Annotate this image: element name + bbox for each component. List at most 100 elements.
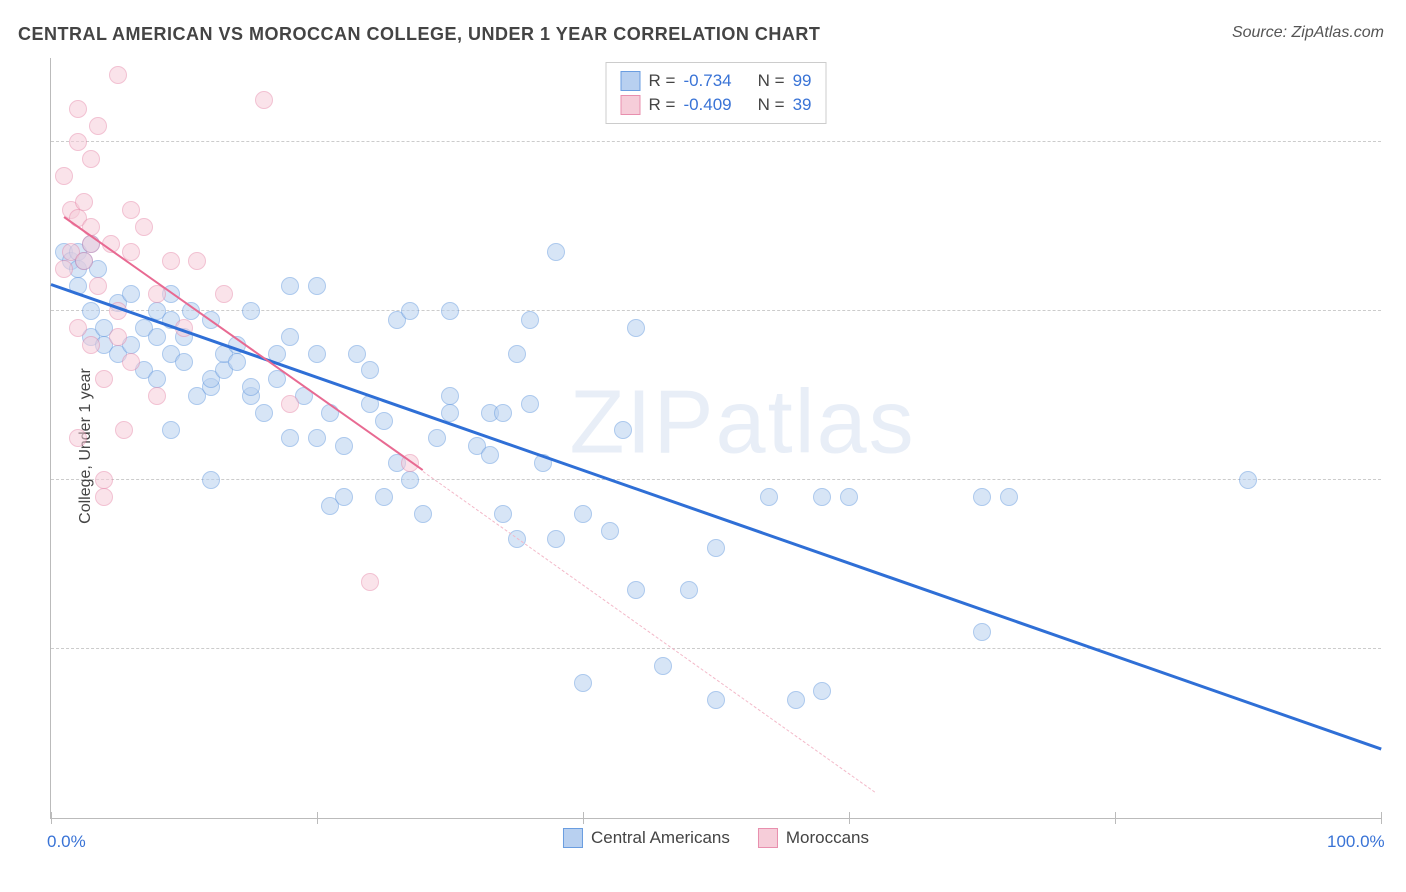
data-point xyxy=(654,657,672,675)
data-point xyxy=(55,167,73,185)
legend-n-label: N = xyxy=(758,71,785,91)
series-legend-label: Central Americans xyxy=(591,828,730,848)
data-point xyxy=(75,252,93,270)
data-point xyxy=(82,150,100,168)
data-point xyxy=(441,387,459,405)
data-point xyxy=(89,117,107,135)
data-point xyxy=(109,66,127,84)
data-point xyxy=(401,471,419,489)
data-point xyxy=(308,277,326,295)
data-point xyxy=(242,378,260,396)
data-point xyxy=(148,387,166,405)
data-point xyxy=(481,446,499,464)
data-point xyxy=(494,505,512,523)
data-point xyxy=(547,243,565,261)
data-point xyxy=(787,691,805,709)
data-point xyxy=(428,429,446,447)
data-point xyxy=(840,488,858,506)
legend-r-label: R = xyxy=(649,95,676,115)
data-point xyxy=(1239,471,1257,489)
x-tick xyxy=(583,812,584,824)
data-point xyxy=(414,505,432,523)
legend-r-value: -0.734 xyxy=(683,71,731,91)
data-point xyxy=(375,412,393,430)
data-point xyxy=(95,488,113,506)
legend-r-label: R = xyxy=(649,71,676,91)
data-point xyxy=(202,471,220,489)
data-point xyxy=(375,488,393,506)
data-point xyxy=(401,302,419,320)
legend-row: R = -0.734 N = 99 xyxy=(621,69,812,93)
legend-row: R =-0.409N =39 xyxy=(621,93,812,117)
data-point xyxy=(707,539,725,557)
data-point xyxy=(255,404,273,422)
legend-swatch xyxy=(758,828,778,848)
data-point xyxy=(122,201,140,219)
data-point xyxy=(308,429,326,447)
data-point xyxy=(361,361,379,379)
data-point xyxy=(95,471,113,489)
data-point xyxy=(135,218,153,236)
data-point xyxy=(760,488,778,506)
data-point xyxy=(75,193,93,211)
data-point xyxy=(69,319,87,337)
chart-title: CENTRAL AMERICAN VS MOROCCAN COLLEGE, UN… xyxy=(18,24,820,45)
data-point xyxy=(547,530,565,548)
legend-swatch xyxy=(621,71,641,91)
data-point xyxy=(188,252,206,270)
data-point xyxy=(281,328,299,346)
data-point xyxy=(122,285,140,303)
data-point xyxy=(69,429,87,447)
data-point xyxy=(281,429,299,447)
gridline-h xyxy=(51,648,1381,649)
data-point xyxy=(228,353,246,371)
data-point xyxy=(148,370,166,388)
data-point xyxy=(215,285,233,303)
data-point xyxy=(255,91,273,109)
data-point xyxy=(242,302,260,320)
legend-n-label: N = xyxy=(758,95,785,115)
data-point xyxy=(82,336,100,354)
data-point xyxy=(361,573,379,591)
data-point xyxy=(614,421,632,439)
data-point xyxy=(69,133,87,151)
correlation-legend: R =-0.734N =99R =-0.409N =39 xyxy=(606,62,827,124)
data-point xyxy=(813,682,831,700)
data-point xyxy=(574,674,592,692)
trend-line xyxy=(423,471,876,793)
data-point xyxy=(281,277,299,295)
gridline-h xyxy=(51,479,1381,480)
gridline-h xyxy=(51,141,1381,142)
data-point xyxy=(494,404,512,422)
legend-r-value: -0.409 xyxy=(683,95,731,115)
data-point xyxy=(441,302,459,320)
data-point xyxy=(508,345,526,363)
data-point xyxy=(335,488,353,506)
data-point xyxy=(308,345,326,363)
series-legend: Central Americans Moroccans xyxy=(563,828,869,848)
series-legend-item: Moroccans xyxy=(758,828,869,848)
data-point xyxy=(89,277,107,295)
data-point xyxy=(69,100,87,118)
x-tick xyxy=(317,812,318,824)
data-point xyxy=(627,581,645,599)
data-point xyxy=(973,623,991,641)
data-point xyxy=(973,488,991,506)
data-point xyxy=(707,691,725,709)
x-tick xyxy=(1381,812,1382,824)
data-point xyxy=(55,260,73,278)
data-point xyxy=(521,311,539,329)
data-point xyxy=(627,319,645,337)
series-legend-label: Moroccans xyxy=(786,828,869,848)
data-point xyxy=(601,522,619,540)
data-point xyxy=(148,328,166,346)
legend-n-value: 99 xyxy=(793,71,812,91)
series-legend-item: Central Americans xyxy=(563,828,730,848)
data-point xyxy=(122,353,140,371)
data-point xyxy=(441,404,459,422)
legend-swatch xyxy=(563,828,583,848)
x-tick-label: 0.0% xyxy=(47,832,86,852)
data-point xyxy=(162,421,180,439)
data-point xyxy=(175,353,193,371)
data-point xyxy=(82,302,100,320)
